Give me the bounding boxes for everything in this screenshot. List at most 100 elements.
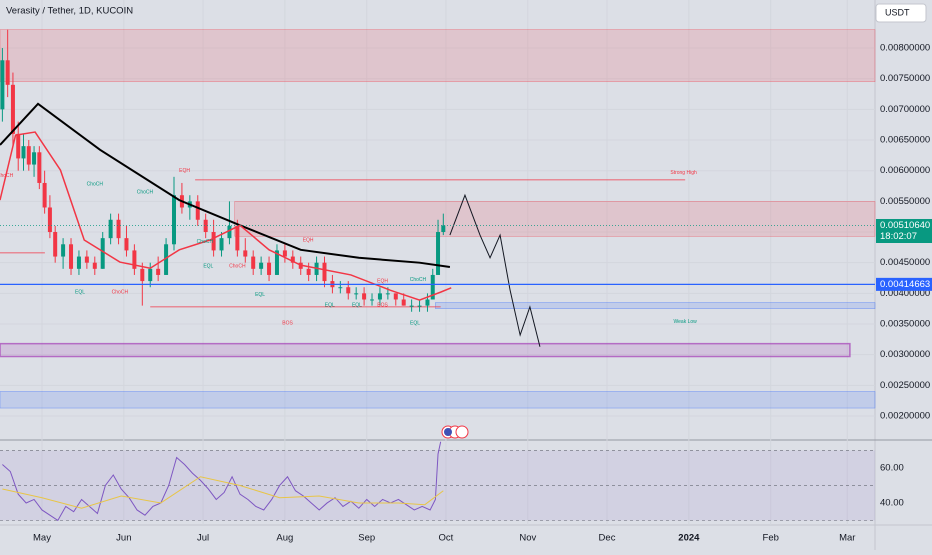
candle-body [61, 244, 66, 257]
annotation: EQL [352, 302, 362, 308]
candle-body [124, 238, 129, 251]
annotation: EQL [255, 292, 265, 298]
candle-body [171, 195, 176, 245]
price-label: 0.00414663 [880, 279, 930, 290]
y-tick-label: 0.00650000 [880, 135, 930, 146]
price-label-box [876, 277, 932, 291]
candle-body [132, 250, 137, 269]
candle-body [156, 268, 161, 275]
indicator-line [449, 193, 541, 347]
candle-body [10, 84, 15, 134]
zone [0, 391, 876, 409]
candle-body [21, 146, 26, 159]
price-label-box [876, 218, 932, 243]
candle-body [251, 256, 256, 269]
y-tick-label: 60.00 [880, 462, 904, 473]
x-tick-label: Jun [116, 533, 131, 544]
y-tick-label: 0.00700000 [880, 104, 930, 115]
candle-body [0, 60, 5, 110]
candle-body [409, 305, 414, 307]
annotation: ChoCH [0, 173, 14, 179]
candle-body [290, 256, 295, 263]
candle-body [417, 305, 422, 307]
annotation: ChoCH [229, 264, 246, 270]
x-tick-label: Aug [276, 533, 293, 544]
annotation: EQH [179, 168, 190, 174]
candle-body [26, 146, 31, 165]
candle-body [42, 182, 47, 208]
annotation: EQL [325, 302, 335, 308]
candle-body [116, 219, 121, 239]
x-tick-label: Sep [358, 533, 375, 544]
candle-body [203, 219, 208, 233]
candle-body [140, 268, 145, 282]
y-tick-label: 0.00600000 [880, 165, 930, 176]
chart-title: Verasity / Tether, 1D, KUCOIN [6, 6, 133, 17]
annotation: EQL [410, 321, 420, 327]
candle-body [37, 152, 42, 183]
candle-body [219, 238, 224, 251]
candle-body [227, 225, 232, 239]
annotation: ChoCH [137, 189, 154, 195]
candle-body [100, 238, 105, 269]
candle-body [393, 293, 398, 300]
candle-body [32, 152, 37, 165]
price-countdown: 18:02:07 [880, 231, 917, 242]
candle-body [425, 299, 430, 306]
event-icon[interactable] [441, 425, 469, 439]
candle-body [322, 262, 327, 282]
annotation: ChoCH [87, 182, 104, 188]
candle-body [436, 232, 441, 275]
annotation: ChoCH [410, 277, 427, 283]
candle-body [306, 268, 311, 275]
candle-body [430, 274, 435, 300]
candle-body [235, 225, 240, 251]
annotation: EQL [75, 289, 85, 295]
currency-button[interactable] [875, 3, 927, 23]
candle-body [354, 293, 359, 295]
annotation: ChoCH [197, 239, 214, 245]
x-tick-label: May [33, 533, 51, 544]
x-tick-label: Oct [439, 533, 454, 544]
x-tick-label: Feb [763, 533, 779, 544]
y-tick-label: 0.00350000 [880, 319, 930, 330]
price-label: 0.00510640 [880, 220, 930, 231]
annotation: Strong High [670, 170, 697, 176]
candle-body [346, 287, 351, 294]
candle-body [441, 225, 446, 233]
candle-body [401, 299, 406, 306]
indicator-line [0, 131, 452, 301]
candle-body [362, 293, 367, 300]
y-tick-label: 0.00450000 [880, 257, 930, 268]
y-tick-label: 0.00800000 [880, 43, 930, 54]
annotation: BOS [282, 321, 293, 327]
candle-body [267, 262, 272, 275]
y-tick-label: 0.00400000 [880, 288, 930, 299]
y-tick-label: 0.00300000 [880, 349, 930, 360]
x-tick-label: Mar [839, 533, 855, 544]
candle-body [282, 250, 287, 257]
candle-body [92, 262, 97, 269]
candle-body [53, 232, 58, 257]
candle-body [164, 244, 169, 275]
annotation: EQH [377, 278, 388, 284]
candle-body [16, 133, 21, 159]
annotation: EQL [203, 264, 213, 270]
y-tick-label: 40.00 [880, 497, 904, 508]
zone [435, 302, 876, 309]
zone [0, 29, 876, 83]
candle-body [5, 60, 10, 85]
x-tick-label: Nov [519, 533, 536, 544]
currency-label[interactable]: USDT [885, 7, 910, 17]
candle-body [211, 232, 216, 251]
candle-body [108, 219, 113, 239]
annotation: Weak Low [674, 319, 698, 325]
y-tick-label: 0.00200000 [880, 411, 930, 422]
annotation: EQH [303, 237, 314, 243]
x-tick-label: Dec [599, 533, 616, 544]
y-tick-label: 0.00250000 [880, 380, 930, 391]
candle-body [47, 207, 52, 233]
